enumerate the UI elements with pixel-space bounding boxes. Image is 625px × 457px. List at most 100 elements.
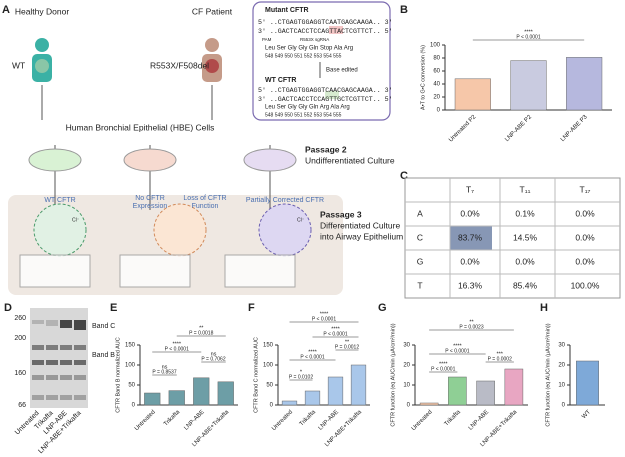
y-tick-label: 40: [433, 82, 440, 88]
band-label: Band C: [92, 323, 115, 330]
gel-marker: 260: [14, 315, 26, 322]
bar: [327, 376, 344, 406]
y-tick-label: 10: [558, 383, 565, 389]
p-value: P < 0.0001: [431, 366, 455, 372]
x-tick-label: Untreated: [271, 409, 294, 432]
p-value: P < 0.0001: [516, 34, 540, 40]
highlight-cell: [450, 226, 492, 250]
gel-band: [46, 375, 58, 380]
cell-zoom: [33, 203, 87, 257]
lungs: [205, 59, 219, 73]
p-value: P = 0.0102: [289, 374, 313, 380]
x-tick-label: Trikafta: [299, 409, 318, 428]
gel-band: [60, 395, 72, 400]
x-tick-label: LNP-ABE: [183, 409, 205, 431]
y-tick-label: 50: [266, 383, 273, 389]
x-tick-label: Trikafta: [163, 409, 182, 428]
table-cell: A: [417, 208, 423, 218]
y-tick-label: 30: [558, 343, 565, 349]
significance: ns: [162, 364, 168, 370]
bar: [144, 392, 161, 406]
y-axis-label: A•T to G•C conversion (%): [420, 45, 426, 110]
sequence: 5' ..CTGAGTGGAGGTCAATGAGCAAGA.. 3': [258, 19, 393, 26]
gel-band: [32, 345, 44, 350]
p-value: P < 0.0001: [165, 346, 189, 352]
label: Cl⁻: [72, 217, 80, 223]
label: Base edited: [326, 68, 358, 74]
cell-zoom: [258, 203, 312, 257]
dish: [28, 148, 82, 172]
y-tick-label: 150: [263, 343, 274, 349]
sequence: 5' ..CTGAGTGGAGGTCAACGAGCAAGA.. 3': [258, 87, 393, 94]
label: PAM: [262, 37, 272, 42]
bar: [281, 400, 298, 406]
table-header: T₇: [466, 184, 474, 194]
bar: [566, 57, 603, 111]
significance: ****: [453, 343, 462, 349]
significance: ****: [320, 311, 329, 317]
gel-band: [60, 345, 72, 350]
amino-acids: Leu Ser Gly Gly Gln Arg Ala Arg: [265, 105, 350, 111]
sequence: 3' ..GACTCACCTCCAGTTGCTCGTTCT.. 5': [258, 96, 393, 103]
significance: ****: [524, 29, 533, 35]
y-tick-label: 150: [125, 343, 136, 349]
p-value: P = 0.8537: [152, 369, 176, 375]
significance: ***: [497, 351, 504, 357]
significance: **: [469, 319, 474, 325]
label: Human Bronchial Epithelial (HBE) Cells: [66, 122, 215, 132]
table-cell: 0.1%: [515, 208, 535, 218]
y-tick-label: 100: [125, 363, 136, 369]
y-tick-label: 20: [403, 363, 410, 369]
panel-label: C: [400, 170, 408, 182]
significance: **: [199, 325, 204, 331]
x-tick-label: Untreated: [134, 409, 157, 432]
table-frame: [404, 177, 621, 299]
bar: [476, 380, 495, 406]
table-cell: 14.5%: [513, 232, 538, 242]
transwell: [224, 254, 296, 288]
label: Expression: [133, 203, 168, 210]
table-cell: T: [417, 280, 422, 290]
gel-band: [60, 375, 72, 380]
y-tick-label: 0: [270, 403, 274, 409]
significance: ****: [439, 361, 448, 367]
y-tick-label: 50: [128, 383, 135, 389]
gel-band: [32, 360, 44, 365]
patient-icon: [205, 38, 219, 52]
x-tick-label: Untreated P2: [448, 114, 478, 144]
bar: [217, 381, 234, 406]
label: Partially Corrected CFTR: [246, 197, 324, 204]
table-cell: 0.0%: [460, 208, 480, 218]
transwell: [119, 254, 191, 288]
significance: ****: [308, 349, 317, 355]
amino-acids: Leu Ser Gly Gly Gln Stop Ala Arg: [265, 46, 353, 52]
bar: [510, 60, 547, 111]
table-cell: 0.0%: [460, 256, 480, 266]
table-header: T₁₁: [520, 184, 531, 194]
dish: [243, 148, 297, 172]
x-tick-label: LNP-ABE: [468, 409, 490, 431]
table-cell: 100.0%: [571, 280, 600, 290]
panel-label: E: [110, 302, 117, 314]
gel-marker: 66: [18, 402, 26, 409]
y-tick-label: 20: [558, 363, 565, 369]
label: Healthy Donor: [15, 6, 70, 16]
table-cell: 0.0%: [575, 256, 595, 266]
p-value: P < 0.0001: [445, 348, 469, 354]
gel-band: [46, 345, 58, 350]
y-tick-label: 0: [437, 108, 441, 114]
gel-band: [60, 320, 72, 328]
y-tick-label: 100: [263, 363, 274, 369]
cell-zoom: [153, 203, 207, 257]
table-cell: 0.0%: [575, 232, 595, 242]
table-cell: 85.4%: [513, 280, 538, 290]
p-value: P = 0.0012: [335, 344, 359, 350]
y-tick-label: 10: [403, 383, 410, 389]
bar: [304, 390, 321, 406]
table-cell: 0.0%: [575, 208, 595, 218]
label: Mutant CFTR: [265, 7, 309, 14]
y-tick-label: 0: [562, 403, 566, 409]
label: Passage 2: [305, 144, 347, 154]
sequence: 3' ..GACTCACCTCCAGTTACTCGTTCT.. 5': [258, 28, 393, 35]
